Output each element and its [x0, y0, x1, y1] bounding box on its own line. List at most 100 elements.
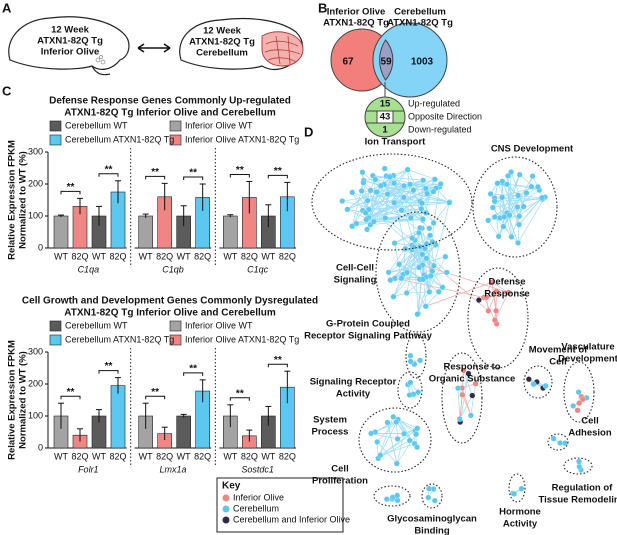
label: Cell	[331, 464, 348, 475]
label: 82Q	[156, 251, 173, 261]
node	[420, 177, 427, 184]
node	[562, 440, 569, 447]
edge	[394, 243, 402, 279]
edge	[506, 184, 518, 208]
label: ATXN1-82Q Tg Inferior Olive and Cerebell…	[64, 308, 276, 319]
significance-bracket	[98, 173, 119, 177]
edge	[363, 180, 381, 187]
bar	[110, 385, 126, 449]
label: **	[236, 388, 244, 399]
label: WT	[92, 451, 106, 461]
cluster-boundary	[441, 352, 483, 444]
edge	[377, 419, 399, 459]
label: Hormone	[499, 507, 541, 518]
label: Vasculature	[561, 342, 614, 353]
edge	[394, 277, 484, 298]
node	[367, 187, 374, 194]
edge	[501, 197, 505, 217]
label: **	[151, 387, 159, 398]
label: WT	[54, 451, 68, 461]
node	[394, 435, 401, 442]
label: 82Q	[71, 251, 88, 261]
node	[459, 391, 466, 398]
node	[398, 207, 405, 214]
label: Inferior Olive	[41, 47, 100, 58]
olive-dots	[95, 55, 106, 65]
node	[377, 452, 384, 459]
node	[550, 435, 557, 442]
key-dot	[222, 505, 230, 513]
node	[407, 352, 414, 359]
node	[427, 272, 434, 279]
node	[349, 223, 356, 230]
node	[364, 226, 371, 233]
node	[394, 492, 401, 499]
node	[391, 199, 398, 206]
node	[446, 199, 453, 206]
label: 100	[28, 410, 43, 420]
node	[430, 219, 437, 226]
node	[401, 182, 407, 189]
node	[570, 402, 577, 409]
label: Inferior Olive ATXN1-82Q Tg	[185, 334, 299, 344]
node	[406, 392, 413, 398]
label: **	[105, 164, 113, 175]
label: Defense	[489, 277, 526, 288]
cluster-boundary	[358, 407, 432, 473]
edge	[352, 212, 426, 227]
cerebellum-folia	[264, 35, 301, 65]
legend-swatch	[49, 120, 62, 132]
node	[487, 190, 494, 197]
edge	[517, 196, 546, 244]
label: WT	[139, 251, 153, 261]
label: 300	[28, 346, 43, 356]
node	[394, 497, 401, 504]
label: Organic Substance	[429, 374, 516, 385]
label: CNS Development	[491, 144, 574, 155]
node	[384, 419, 391, 426]
label: Movement of	[529, 345, 588, 356]
node	[377, 182, 384, 189]
node	[485, 307, 492, 314]
label: 82Q	[109, 251, 126, 261]
label: **	[189, 168, 197, 179]
node	[362, 209, 369, 216]
node	[414, 425, 421, 432]
edge	[388, 256, 446, 273]
node	[576, 400, 583, 407]
legend-swatch	[169, 320, 182, 332]
node	[431, 497, 438, 504]
label: Activity	[503, 519, 538, 530]
node	[515, 192, 521, 199]
key-box	[216, 477, 344, 533]
cluster-boundary	[375, 211, 461, 333]
bar	[176, 415, 191, 449]
node	[339, 198, 346, 205]
edge	[510, 171, 524, 207]
label: 82Q	[241, 451, 258, 461]
cluster-boundary	[547, 433, 569, 451]
label: Up-regulated	[408, 98, 460, 108]
label: Response	[484, 289, 529, 300]
node	[387, 277, 394, 284]
edge	[347, 190, 371, 210]
node	[427, 232, 434, 239]
label: **	[67, 182, 75, 193]
node	[426, 225, 433, 232]
label: C	[2, 83, 12, 98]
double-arrow	[137, 43, 171, 53]
edge	[394, 182, 437, 189]
edge	[380, 443, 415, 456]
node	[416, 264, 422, 271]
label: C1qb	[162, 264, 184, 274]
edge	[488, 291, 497, 311]
significance-bracket	[267, 174, 288, 179]
label: WT	[54, 251, 68, 261]
edge	[426, 193, 450, 203]
label: ATXN1-82Q Tg Inferior Olive and Cerebell…	[64, 108, 276, 119]
node	[493, 288, 500, 295]
node	[469, 392, 476, 399]
label: WT	[223, 451, 237, 461]
bar	[138, 215, 153, 249]
